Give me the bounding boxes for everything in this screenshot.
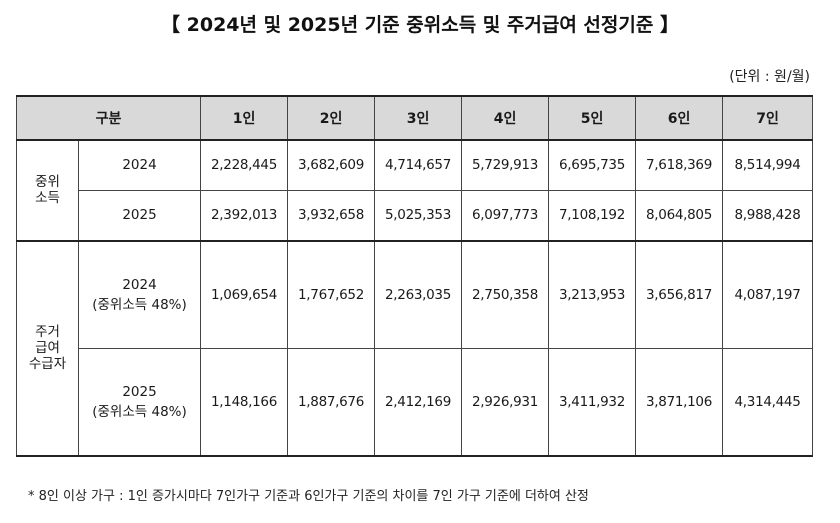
value-cell: 4,087,197 (722, 239, 814, 349)
value-cell: 6,097,773 (461, 189, 550, 242)
header-row: 구분 1인 2인 3인 4인 5인 6인 7인 (15, 95, 814, 141)
value-cell: 1,148,166 (200, 347, 289, 457)
value-cell: 2,392,013 (200, 189, 289, 242)
year-sublabel: (중위소득 48%) (92, 296, 187, 313)
value-cell: 8,064,805 (635, 189, 724, 242)
header-5p: 5인 (548, 95, 637, 141)
year-label: 2024 (122, 157, 157, 174)
header-1p: 1인 (200, 95, 289, 141)
table-row: 2025 (중위소득 48%) 1,148,166 1,887,676 2,41… (17, 347, 814, 457)
group-label-housing-benefit: 주거 급여 수급자 (16, 239, 79, 457)
value-cell: 5,025,353 (374, 189, 463, 242)
value-cell: 2,750,358 (461, 239, 550, 349)
value-cell: 7,108,192 (548, 189, 637, 242)
footnote: * 8인 이상 가구 : 1인 증가시마다 7인가구 기준과 6인가구 기준의 … (28, 489, 589, 504)
header-6p: 6인 (635, 95, 724, 141)
year-label: 2024 (122, 276, 157, 293)
year-sublabel: (중위소득 48%) (92, 403, 187, 420)
group-label-median-income: 중위 소득 (16, 139, 79, 242)
table-row: 중위 소득 2024 2,228,445 3,682,609 4,714,657… (16, 139, 814, 242)
value-cell: 2,263,035 (374, 239, 463, 349)
unit-label: (단위 : 원/월) (729, 69, 810, 85)
value-cell: 3,656,817 (635, 239, 724, 349)
value-cell: 1,767,652 (287, 239, 376, 349)
header-4p: 4인 (461, 95, 550, 141)
table-row: 2025 2,392,013 3,932,658 5,025,353 6,097… (17, 189, 814, 242)
value-cell: 3,932,658 (287, 189, 376, 242)
year-cell: 2025 (77, 189, 202, 242)
value-cell: 1,887,676 (287, 347, 376, 457)
value-cell: 2,228,445 (200, 139, 289, 191)
year-label: 2025 (122, 207, 157, 224)
value-cell: 3,871,106 (635, 347, 724, 457)
table-row: 주거 급여 수급자 2024 (중위소득 48%) 1,069,654 1,76… (16, 239, 814, 457)
value-cell: 3,682,609 (287, 139, 376, 191)
group-label-text: 중위 소득 (35, 174, 60, 207)
value-cell: 2,926,931 (461, 347, 550, 457)
header-category: 구분 (15, 95, 202, 141)
value-cell: 5,729,913 (461, 139, 550, 191)
value-cell: 3,411,932 (548, 347, 637, 457)
value-cell: 6,695,735 (548, 139, 637, 191)
criteria-table: 구분 1인 2인 3인 4인 5인 6인 7인 중위 소득 2024 2,228… (15, 95, 814, 457)
year-label: 2025 (122, 383, 157, 400)
value-cell: 4,314,445 (722, 347, 814, 457)
value-cell: 2,412,169 (374, 347, 463, 457)
value-cell: 3,213,953 (548, 239, 637, 349)
header-2p: 2인 (287, 95, 376, 141)
year-cell: 2025 (중위소득 48%) (77, 347, 202, 457)
year-cell: 2024 (77, 139, 202, 191)
header-3p: 3인 (374, 95, 463, 141)
value-cell: 7,618,369 (635, 139, 724, 191)
value-cell: 4,714,657 (374, 139, 463, 191)
value-cell: 8,988,428 (722, 189, 814, 242)
header-7p: 7인 (722, 95, 814, 141)
group-label-text: 주거 급여 수급자 (28, 323, 67, 373)
value-cell: 1,069,654 (200, 239, 289, 349)
year-cell: 2024 (중위소득 48%) (77, 239, 202, 349)
value-cell: 8,514,994 (722, 139, 814, 191)
page-title: 【 2024년 및 2025년 기준 중위소득 및 주거급여 선정기준 】 (161, 14, 679, 36)
